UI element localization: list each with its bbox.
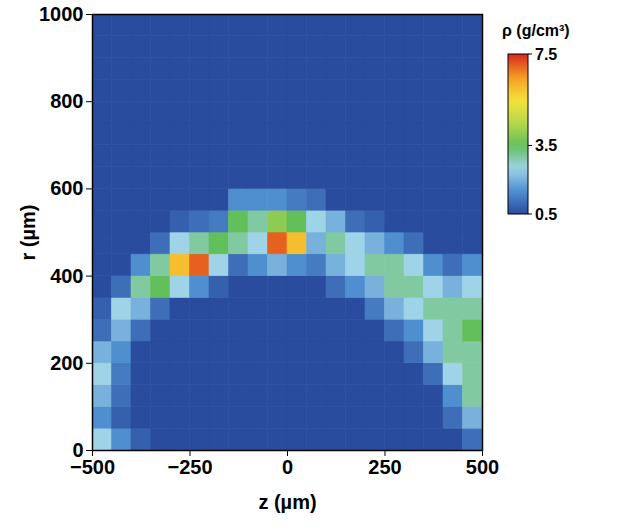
- svg-text:r (µm): r (µm): [17, 205, 39, 261]
- svg-text:200: 200: [50, 352, 83, 374]
- svg-text:500: 500: [466, 456, 499, 478]
- svg-text:800: 800: [50, 90, 83, 112]
- svg-text:3.5: 3.5: [535, 137, 557, 154]
- svg-text:ρ (g/cm³): ρ (g/cm³): [502, 22, 570, 39]
- svg-text:1000: 1000: [39, 3, 84, 25]
- svg-text:400: 400: [50, 265, 83, 287]
- svg-text:z (µm): z (µm): [258, 491, 316, 513]
- svg-text:7.5: 7.5: [535, 46, 557, 63]
- svg-text:0: 0: [72, 438, 84, 461]
- svg-text:−250: −250: [167, 456, 212, 478]
- svg-text:600: 600: [50, 177, 83, 199]
- svg-text:−500: −500: [70, 456, 115, 478]
- svg-text:250: 250: [368, 456, 401, 478]
- svg-text:0.5: 0.5: [535, 206, 557, 223]
- svg-text:0: 0: [282, 456, 293, 478]
